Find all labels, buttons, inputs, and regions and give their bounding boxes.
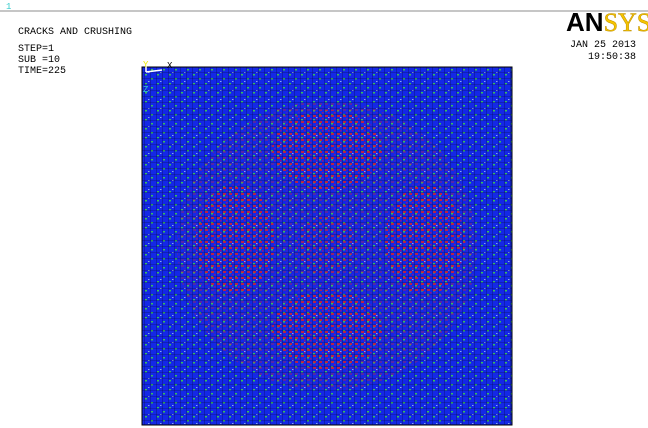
window-number: 1 [6, 2, 11, 12]
triad-x: X [167, 61, 173, 71]
plot-title: CRACKS AND CRUSHING [18, 27, 132, 38]
logo-sys: SYS [604, 8, 648, 37]
ansys-logo: ANSYS [566, 7, 648, 37]
step-label: STEP=1 [18, 44, 54, 55]
sub-label: SUB =10 [18, 55, 60, 66]
time-label: TIME=225 [18, 66, 66, 77]
time: 19:50:38 [588, 52, 636, 63]
logo-an: AN [566, 7, 604, 37]
triad-z: Z [143, 85, 149, 95]
date: JAN 25 2013 [570, 40, 636, 51]
mesh-grid [142, 67, 512, 425]
triad-y: Y [143, 60, 149, 70]
mesh [142, 67, 512, 425]
screen: 1 CRACKS AND CRUSHING STEP=1 SUB =10 TIM… [0, 0, 648, 428]
